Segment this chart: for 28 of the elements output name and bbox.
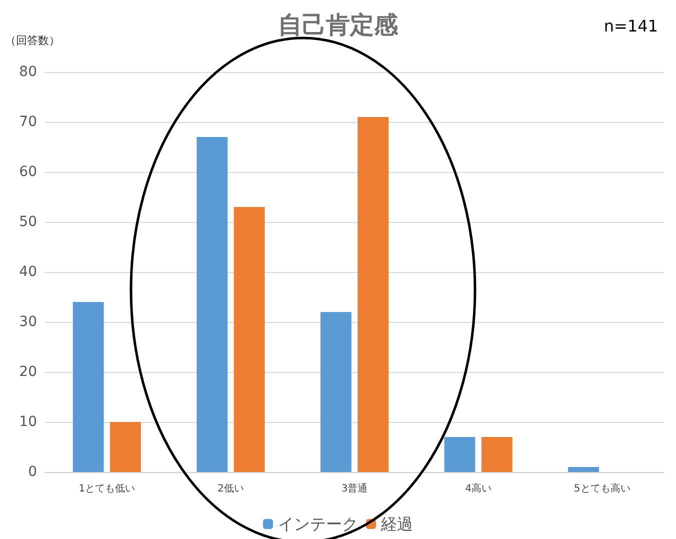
x-tick-label: 5とても高い <box>574 482 630 494</box>
y-tick-label: 60 <box>19 164 37 180</box>
bar <box>568 467 600 472</box>
bar <box>320 312 352 472</box>
y-tick-label: 10 <box>19 414 37 430</box>
text: n=141 <box>604 16 658 36</box>
bar <box>358 117 389 472</box>
bar <box>444 437 476 472</box>
x-tick-label: 1とても低い <box>78 484 136 494</box>
y-tick-label: 20 <box>19 364 37 380</box>
y-tick-label: 70 <box>19 114 37 130</box>
legend-label: 経過 <box>380 514 413 534</box>
bar <box>110 422 141 472</box>
y-tick-label: 30 <box>19 314 37 330</box>
legend-label: インテーク <box>278 514 358 534</box>
x-tick-label: 3普通 <box>341 482 368 494</box>
bar <box>72 302 104 472</box>
bar <box>234 207 265 472</box>
bar <box>481 437 512 472</box>
y-axis-title: （回答数） <box>5 34 60 47</box>
y-tick-label: 40 <box>19 264 37 280</box>
bar <box>196 137 228 472</box>
y-tick-label: 50 <box>19 214 37 230</box>
y-tick-label: 80 <box>19 64 37 80</box>
y-tick-label: 0 <box>28 464 37 480</box>
chart-title: 自己肯定感 <box>278 11 399 39</box>
x-tick-label: 2低い <box>218 484 244 494</box>
x-tick-label: 4高い <box>465 482 492 494</box>
